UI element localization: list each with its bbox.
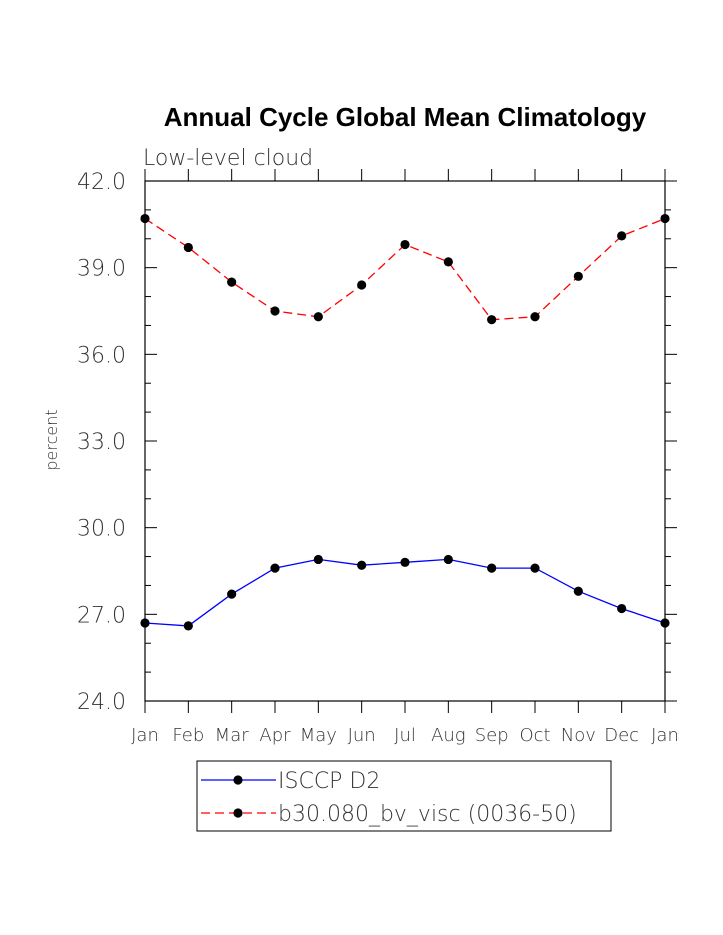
x-tick-label: Mar <box>215 725 250 746</box>
data-point-series-1 <box>443 554 453 565</box>
data-point-series-1 <box>400 557 410 567</box>
x-tick-label: Oct <box>519 725 550 746</box>
data-point-series-1 <box>487 563 497 573</box>
data-point-series-2 <box>357 280 367 290</box>
data-point-series-2 <box>573 271 583 281</box>
chart-title: Annual Cycle Global Mean Climatology <box>164 102 647 132</box>
data-point-series-2 <box>270 306 280 316</box>
series-line-1 <box>144 558 666 627</box>
legend-label-2: b30.080_bv_visc (0036-50) <box>278 802 577 827</box>
x-tick-label: Dec <box>604 725 639 746</box>
data-point-series-2 <box>227 277 237 287</box>
data-point-series-1 <box>183 621 193 631</box>
data-point-series-2 <box>487 315 497 325</box>
y-tick-label: 27.0 <box>77 603 126 628</box>
data-point-series-2 <box>140 213 150 224</box>
x-tick-labels: Jan Feb Mar Apr May Jun Jul Aug Sep Oct Nov Dec Jan <box>131 725 679 746</box>
data-point-series-1 <box>573 586 583 596</box>
data-point-series-1 <box>530 563 540 573</box>
x-tick-label: May <box>300 725 337 746</box>
data-point-series-2 <box>660 213 670 224</box>
chart-subtitle: Low-level cloud <box>143 146 313 171</box>
data-point-series-1 <box>227 589 237 599</box>
data-point-series-1 <box>660 618 670 628</box>
y-tick-label: 42.0 <box>77 170 126 195</box>
axis-ticks <box>144 169 677 713</box>
series-line-2 <box>144 217 666 321</box>
data-point-series-2 <box>183 242 193 253</box>
y-tick-label: 30.0 <box>77 517 126 542</box>
x-tick-label: Apr <box>259 725 291 746</box>
legend-box <box>196 760 612 832</box>
data-point-series-1 <box>313 554 323 565</box>
data-point-series-1 <box>270 563 280 573</box>
legend-marker-2 <box>233 808 243 818</box>
x-tick-label: Nov <box>561 725 596 746</box>
x-tick-label: Jan <box>651 725 679 746</box>
plot-frame <box>144 180 666 702</box>
x-tick-label: Jul <box>394 725 416 746</box>
legend-label-1: ISCCP D2 <box>278 769 380 794</box>
legend-marker-1 <box>233 775 243 785</box>
data-point-series-2 <box>443 257 453 267</box>
y-tick-labels: 24.0 27.0 30.0 33.0 36.0 39.0 42.0 <box>77 170 126 715</box>
x-tick-label: Jun <box>348 725 376 746</box>
x-tick-label: Aug <box>431 725 466 746</box>
series-markers <box>140 213 670 631</box>
x-tick-label: Sep <box>475 725 509 746</box>
data-point-series-1 <box>140 618 150 628</box>
legend: ISCCP D2 b30.080_bv_visc (0036-50) <box>196 760 612 832</box>
legend-items: ISCCP D2 b30.080_bv_visc (0036-50) <box>201 769 577 827</box>
y-tick-label: 24.0 <box>77 690 126 715</box>
data-point-series-2 <box>617 231 627 241</box>
y-tick-label: 36.0 <box>77 343 126 368</box>
x-tick-label: Jan <box>131 725 159 746</box>
y-tick-label: 39.0 <box>77 257 126 282</box>
y-axis-label: percent <box>42 409 61 470</box>
data-point-series-2 <box>530 312 540 322</box>
data-point-series-2 <box>313 312 323 322</box>
y-tick-label: 33.0 <box>77 430 126 455</box>
data-point-series-2 <box>400 239 410 250</box>
x-tick-label: Feb <box>172 725 204 746</box>
data-point-series-1 <box>357 560 367 570</box>
data-point-series-1 <box>617 603 627 614</box>
